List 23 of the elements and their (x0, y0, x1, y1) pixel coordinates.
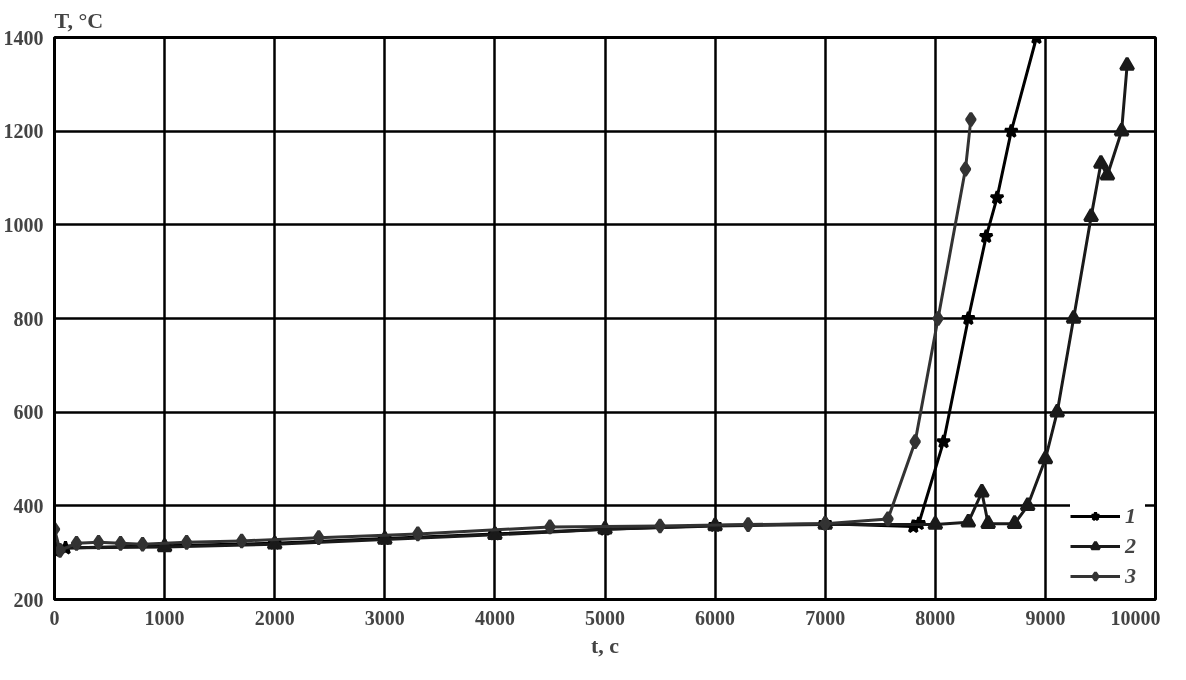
x-tick-label: 6000 (695, 606, 736, 629)
x-axis-title: t, c (590, 632, 620, 658)
y-tick-label: 800 (13, 307, 44, 330)
legend-label: 2 (1125, 533, 1137, 559)
x-tick-label: 9000 (1025, 606, 1066, 629)
y-tick-label: 200 (13, 588, 44, 611)
x-tick-label: 1000 (144, 606, 185, 629)
x-tick-label: 5000 (585, 606, 625, 629)
x-tick-label: 8000 (915, 606, 956, 629)
legend-label: 3 (1125, 563, 1137, 589)
legend-label: 1 (1125, 503, 1137, 529)
y-tick-label: 600 (13, 401, 44, 424)
x-tick-label: 3000 (364, 606, 405, 629)
y-tick-label: 400 (13, 494, 44, 517)
y-tick-label: 1200 (3, 120, 44, 143)
x-tick-label: 2000 (254, 606, 295, 629)
y-tick-label: 1000 (3, 213, 44, 236)
x-tick-label: 10000 (1110, 606, 1161, 629)
x-tick-label: 4000 (474, 606, 515, 629)
x-tick-label: 7000 (805, 606, 846, 629)
y-axis-title: T, °C (54, 7, 104, 33)
x-tick-label: 0 (49, 606, 60, 629)
y-tick-label: 1400 (3, 26, 44, 49)
